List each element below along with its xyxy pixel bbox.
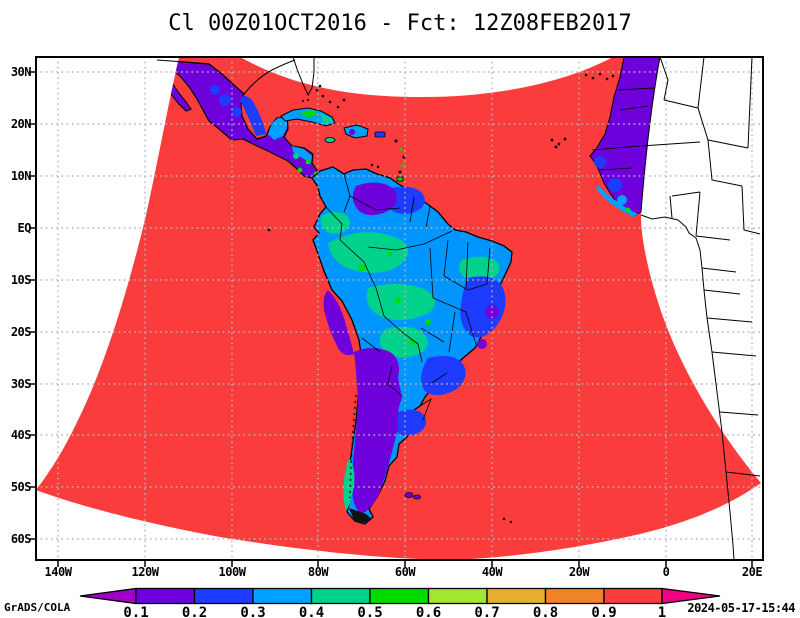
- lon-label-100w: 100W: [218, 565, 246, 579]
- lon-label-140w: 140W: [44, 565, 72, 579]
- cb-label-0-3: 0.3: [240, 605, 266, 618]
- country-state-borders: [325, 173, 491, 421]
- mexico-central-america: [155, 59, 327, 187]
- cb-label-0-8: 0.8: [532, 605, 559, 618]
- graticule: [36, 57, 763, 560]
- map-frame: [35, 56, 764, 561]
- plot-title: Cl 00Z01OCT2016 - Fct: 12Z08FEB2017: [168, 11, 632, 36]
- lon-label-0: 0: [662, 565, 670, 579]
- lat-label-30n: 30N: [10, 65, 32, 79]
- falkland-islands: [404, 492, 421, 500]
- cb-label-0-2: 0.2: [181, 605, 208, 618]
- africa-outlines: [617, 57, 761, 560]
- lon-label-40w: 40W: [481, 565, 503, 579]
- grads-credit: GrADS/COLA: [4, 601, 71, 614]
- lat-label-40s: 40S: [10, 428, 32, 442]
- lon-label-80w: 80W: [307, 565, 329, 579]
- north-america-outlines: [156, 57, 315, 102]
- lon-label-60w: 60W: [394, 565, 416, 579]
- trinidad: [396, 176, 404, 182]
- map-area: [36, 57, 763, 560]
- lat-label-10n: 10N: [10, 169, 32, 183]
- bahamas-specks: [315, 84, 346, 109]
- lat-label-10s: 10S: [10, 273, 32, 287]
- hispaniola: [343, 124, 369, 139]
- axis-ticks: [29, 71, 753, 567]
- lon-label-20e: 20E: [741, 565, 763, 579]
- colorbar: [79, 587, 721, 605]
- africa-coast: [640, 214, 735, 560]
- lon-label-20w: 20W: [568, 565, 590, 579]
- colorbar-below-arrow: [79, 587, 137, 605]
- jamaica: [324, 137, 336, 143]
- cb-label-0-7: 0.7: [474, 605, 500, 618]
- lat-label-60s: 60S: [10, 532, 32, 546]
- lat-label-20s: 20S: [10, 325, 32, 339]
- cb-label-1: 1: [657, 605, 667, 618]
- lat-label-50s: 50S: [10, 480, 32, 494]
- lon-label-120w: 120W: [131, 565, 159, 579]
- tierra-del-fuego: [349, 508, 372, 523]
- cb-label-0-1: 0.1: [123, 605, 149, 618]
- cb-label-0-9: 0.9: [591, 605, 617, 618]
- south-america: [311, 166, 513, 525]
- timestamp: 2024-05-17-15:44: [687, 601, 795, 615]
- colorbar-above-arrow: [661, 587, 721, 605]
- cb-label-0-6: 0.6: [415, 605, 442, 618]
- lat-label-30s: 30S: [10, 377, 32, 391]
- puerto-rico: [374, 131, 386, 138]
- florida: [292, 57, 315, 97]
- atlantic-island-specks: [267, 72, 615, 524]
- lat-label-20n: 20N: [10, 117, 32, 131]
- lesser-antilles: [370, 139, 406, 174]
- lat-label-eq: EQ: [17, 221, 32, 235]
- out-of-domain-wedge: [36, 57, 179, 490]
- cb-label-0-5: 0.5: [357, 605, 383, 618]
- caribbean-islands: [280, 84, 406, 182]
- cb-label-0-4: 0.4: [298, 605, 325, 618]
